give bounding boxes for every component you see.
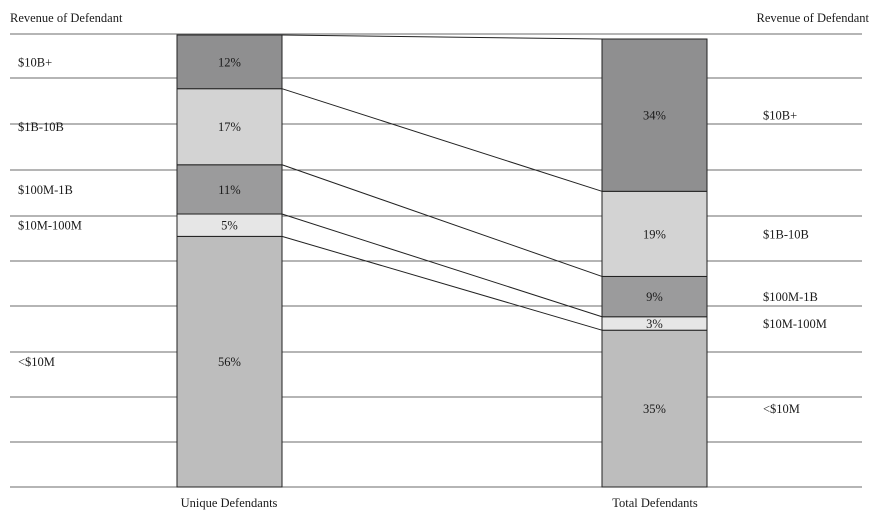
connector-line bbox=[281, 235, 603, 331]
category-label-10m-left: <$10M bbox=[18, 355, 55, 369]
category-label-10m-right: <$10M bbox=[763, 402, 800, 416]
category-label-10m-100m-right: $10M-100M bbox=[763, 317, 827, 331]
value-label-10m-left: 56% bbox=[218, 355, 241, 369]
value-label-10m-100m-left: 5% bbox=[221, 219, 238, 233]
value-label-10m-100m-right: 3% bbox=[646, 317, 663, 331]
category-label-1b-10b-right: $1B-10B bbox=[763, 227, 809, 241]
bar-segment-1b-10b-left bbox=[176, 88, 283, 166]
value-label-1b-10b-right: 19% bbox=[643, 227, 666, 241]
x-label-total-defendants: Total Defendants bbox=[612, 496, 698, 510]
bar-segment-100m-1b-right bbox=[601, 275, 708, 318]
value-label-100m-1b-left: 11% bbox=[218, 183, 240, 197]
connector-line bbox=[281, 34, 603, 40]
connector-line bbox=[281, 164, 603, 277]
x-label-unique-defendants: Unique Defendants bbox=[181, 496, 278, 510]
left-axis-header: Revenue of Defendant bbox=[10, 11, 123, 25]
connector-line bbox=[281, 88, 603, 192]
bar-segment-10b-left bbox=[176, 34, 283, 90]
right-axis-header: Revenue of Defendant bbox=[757, 11, 870, 25]
value-label-10b-left: 12% bbox=[218, 55, 241, 69]
labels: Revenue of Defendant Revenue of Defendan… bbox=[10, 11, 870, 510]
bar-segment-10b-right bbox=[601, 38, 708, 192]
connector-lines bbox=[281, 34, 603, 331]
connector-line bbox=[281, 213, 603, 318]
value-label-10b-right: 34% bbox=[643, 109, 666, 123]
category-label-10m-100m-left: $10M-100M bbox=[18, 219, 82, 233]
category-label-100m-1b-right: $100M-1B bbox=[763, 290, 818, 304]
bar-segment-100m-1b-left bbox=[176, 164, 283, 215]
category-label-1b-10b-left: $1B-10B bbox=[18, 120, 64, 134]
category-label-100m-1b-left: $100M-1B bbox=[18, 183, 73, 197]
category-label-10b-left: $10B+ bbox=[18, 55, 52, 69]
gridlines bbox=[10, 33, 862, 488]
value-label-1b-10b-left: 17% bbox=[218, 120, 241, 134]
category-label-10b-right: $10B+ bbox=[763, 109, 797, 123]
value-label-100m-1b-right: 9% bbox=[646, 290, 663, 304]
bar-segment-10m-right bbox=[601, 329, 708, 488]
bars bbox=[176, 34, 708, 488]
bar-segment-10m-left bbox=[176, 235, 283, 488]
value-label-10m-right: 35% bbox=[643, 402, 666, 416]
